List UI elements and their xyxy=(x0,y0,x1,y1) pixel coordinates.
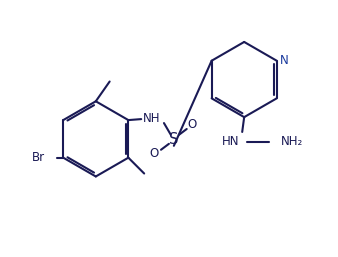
Text: NH: NH xyxy=(143,112,161,125)
Text: HN: HN xyxy=(222,135,239,148)
Text: N: N xyxy=(280,54,288,67)
Text: S: S xyxy=(169,132,178,147)
Text: NH₂: NH₂ xyxy=(281,135,303,148)
Text: O: O xyxy=(149,147,159,160)
Text: Br: Br xyxy=(32,151,45,164)
Text: O: O xyxy=(187,117,196,131)
